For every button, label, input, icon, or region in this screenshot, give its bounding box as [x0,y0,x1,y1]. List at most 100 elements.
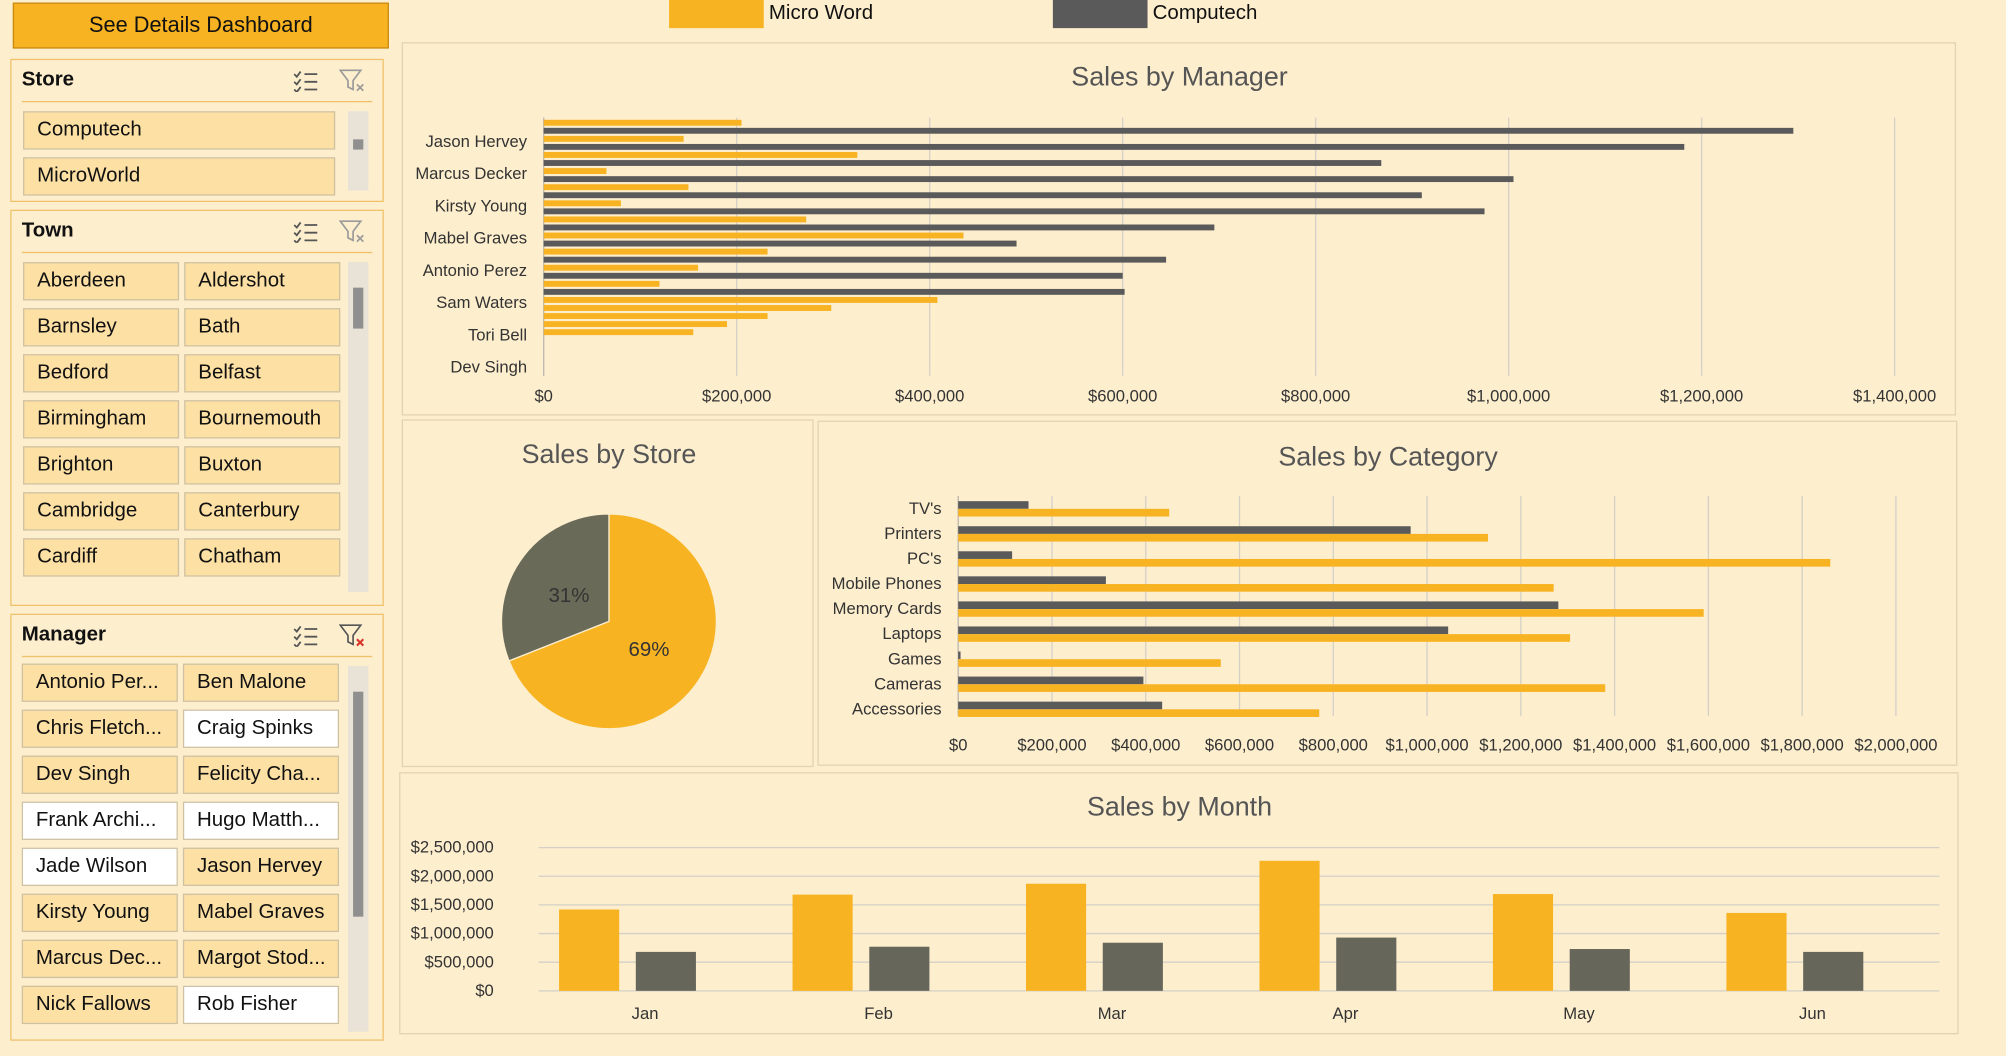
tick-label: $1,000,000 [1385,735,1468,754]
category-label: Dev Singh [450,358,527,377]
slicer-item[interactable]: Bedford [23,354,180,393]
bar [543,119,742,126]
clear-filter-icon[interactable] [339,68,365,94]
slicer-item[interactable]: Chatham [184,538,341,577]
bar [792,894,853,991]
slicer-item[interactable]: Marcus Dec... [21,939,178,979]
slicer-item[interactable]: Ben Malone [182,663,340,702]
scrollbar[interactable] [347,666,369,1032]
slicer-header: Manager [21,615,373,658]
legend-swatch-micro-word [669,0,764,29]
scrollbar[interactable] [347,262,369,592]
category-label: PC's [907,549,942,568]
tick-label: $1,200,000 [1479,735,1562,754]
slicer-item[interactable]: Cardiff [23,538,180,577]
tick-label: $0 [475,981,493,1000]
slicer-item[interactable]: Computech [23,111,336,150]
chart-title: Sales by Store [522,439,697,469]
category-label: Mar [1098,1004,1127,1023]
category-label: Memory Cards [833,599,942,618]
slicer-item[interactable]: Aberdeen [23,262,180,301]
slicer-item[interactable]: Canterbury [184,492,341,531]
bar [958,508,1170,517]
tick-label: $1,400,000 [1853,386,1936,405]
slicer-item[interactable]: MicroWorld [23,157,336,196]
slicer-item[interactable]: Rob Fisher [182,985,340,1025]
bar [958,551,1013,559]
category-label: Jason Hervey [425,132,527,151]
bar [559,909,620,991]
bar [543,296,938,303]
slicer-item[interactable]: Dev Singh [21,755,178,794]
slicer-item[interactable]: Jade Wilson [21,847,178,887]
category-label: Feb [864,1004,893,1023]
scroll-thumb[interactable] [353,287,364,329]
bar [958,533,1489,542]
bar [543,160,1382,166]
tick-label: $0 [534,386,552,405]
bar [543,224,1215,231]
slicer-item[interactable]: Hugo Matth... [182,801,340,840]
chart-title: Sales by Month [1087,792,1272,822]
bar [958,676,1144,685]
slicer-item[interactable]: Belfast [184,354,341,393]
clear-filter-icon[interactable] [339,623,365,649]
bar [543,200,621,207]
bar [543,168,607,175]
slicer-item[interactable]: Barnsley [23,308,180,347]
sales-by-month-svg: Sales by Month $0 $500,000 $1,000,000 $1,50… [411,792,1940,1023]
bar [543,216,807,223]
scroll-thumb[interactable] [353,139,364,150]
slicer-header: Town [21,211,373,254]
slicer-item[interactable]: Antonio Per... [21,663,178,702]
bar [543,313,768,319]
see-details-dashboard-button[interactable]: See Details Dashboard [12,2,389,49]
slicer-item[interactable]: Kirsty Young [21,893,178,933]
bar [958,584,1554,592]
bar [1102,942,1163,991]
slicer-item[interactable]: Birmingham [23,400,180,439]
clear-filter-icon[interactable] [339,219,365,245]
slicer-item[interactable]: Bath [184,308,341,347]
bar [958,701,1163,710]
tick-label: $200,000 [1017,735,1086,754]
slicer-item[interactable]: Jason Hervey [182,847,340,887]
slicer-item[interactable]: Cambridge [23,492,180,531]
slicer-item[interactable]: Aldershot [184,262,341,301]
multi-select-icon[interactable] [293,623,319,649]
multi-select-icon[interactable] [293,219,319,245]
category-label: Jan [632,1004,659,1023]
slicer-item[interactable]: Margot Stod... [182,939,340,979]
bar [543,248,768,255]
bar [1569,949,1630,991]
scroll-thumb[interactable] [353,691,364,917]
bar [543,184,689,191]
category-label: Mabel Graves [424,229,527,248]
slicer-item[interactable]: Frank Archi... [21,801,178,840]
slicer-item[interactable]: Bournemouth [184,400,341,439]
bar [958,526,1411,534]
slicer-item[interactable]: Felicity Cha... [182,755,340,794]
category-label: Accessories [852,699,942,718]
slicer-item[interactable]: Brighton [23,446,180,485]
category-label: Antonio Perez [423,261,527,280]
legend-computech: Computech [1052,0,1257,29]
scrollbar[interactable] [347,111,369,191]
slicer-item[interactable]: Buxton [184,446,341,485]
sales-by-category-svg: Sales by Category $0 $200,000 $400,000 $600… [832,441,1938,754]
tick-label: $1,000,000 [411,924,494,943]
slicer-item[interactable]: Nick Fallows [21,985,178,1025]
tick-label: $800,000 [1299,735,1368,754]
slicer-item[interactable]: Chris Fletch... [21,709,178,748]
slicer-item[interactable]: Craig Spinks [182,709,340,748]
bar [543,232,964,239]
tick-label: $400,000 [1111,735,1180,754]
bar [543,127,1794,134]
slicer-item[interactable]: Mabel Graves [182,893,340,933]
tick-label: $1,500,000 [411,895,494,914]
bar [1259,860,1320,991]
sales-by-manager-svg: Sales by Manager $0 $200,000 $400,000 $600,… [415,62,1936,406]
bar [543,321,728,328]
multi-select-icon[interactable] [293,68,319,94]
